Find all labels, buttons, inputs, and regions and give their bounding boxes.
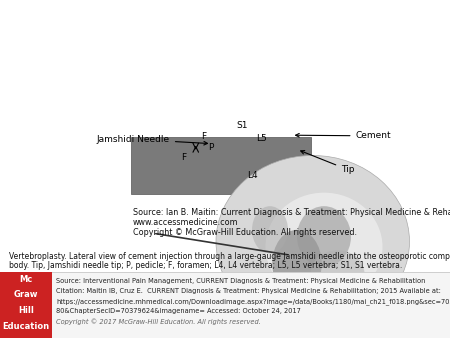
Ellipse shape: [252, 206, 288, 254]
Ellipse shape: [272, 230, 322, 297]
Text: Mc: Mc: [19, 275, 32, 284]
Text: 80&ChapterSecID=70379624&imagename= Accessed: October 24, 2017: 80&ChapterSecID=70379624&imagename= Acce…: [56, 308, 301, 314]
Text: https://accessmedicine.mhmedical.com/Downloadimage.aspx?image=/data/Books/1180/m: https://accessmedicine.mhmedical.com/Dow…: [56, 298, 450, 305]
Text: S1: S1: [236, 121, 248, 129]
Text: Graw: Graw: [14, 290, 38, 299]
Ellipse shape: [216, 155, 410, 328]
Bar: [0, 272, 52, 338]
Bar: [130, 137, 310, 194]
Text: Hill: Hill: [18, 306, 34, 315]
Text: Tip: Tip: [301, 150, 355, 174]
Text: L4: L4: [248, 171, 258, 180]
Bar: [0, 272, 450, 338]
Text: Source: Ian B. Maitin: Current Diagnosis & Treatment: Physical Medicine & Rehabi: Source: Ian B. Maitin: Current Diagnosis…: [133, 208, 450, 217]
Ellipse shape: [310, 250, 365, 297]
Text: www.accessmedicine.com: www.accessmedicine.com: [133, 218, 238, 227]
Text: Vertebroplasty. Lateral view of cement injection through a large-gauge Jamshidi : Vertebroplasty. Lateral view of cement i…: [9, 252, 450, 261]
Text: Cement: Cement: [296, 131, 391, 140]
Text: Jamshidi Needle: Jamshidi Needle: [97, 135, 207, 145]
Text: Education: Education: [2, 322, 50, 331]
Ellipse shape: [297, 206, 351, 267]
Text: Citation: Maitin IB, Cruz E.  CURRENT Diagnosis & Treatment: Physical Medicine &: Citation: Maitin IB, Cruz E. CURRENT Dia…: [56, 288, 441, 294]
Text: P: P: [208, 143, 213, 151]
Ellipse shape: [266, 193, 382, 301]
Text: Source: Interventional Pain Management, CURRENT Diagnosis & Treatment: Physical : Source: Interventional Pain Management, …: [56, 278, 426, 284]
Text: F: F: [181, 153, 186, 162]
Text: Copyright © 2017 McGraw-Hill Education. All rights reserved.: Copyright © 2017 McGraw-Hill Education. …: [56, 318, 261, 325]
Text: F: F: [201, 132, 207, 141]
Text: body. Tip, Jamshidi needle tip; P, pedicle; F, foramen; L4, L4 vertebra; L5, L5 : body. Tip, Jamshidi needle tip; P, pedic…: [9, 261, 402, 270]
Text: Copyright © McGraw-Hill Education. All rights reserved.: Copyright © McGraw-Hill Education. All r…: [133, 228, 357, 237]
Text: L5: L5: [256, 134, 267, 143]
